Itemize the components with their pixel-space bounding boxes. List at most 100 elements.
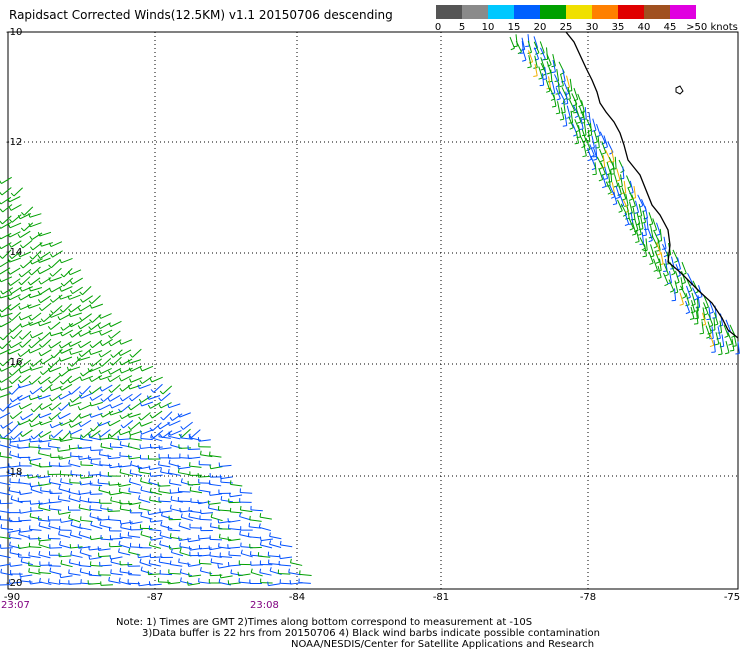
wind-barb (109, 374, 121, 383)
wind-barb-tick (671, 272, 676, 276)
wind-barb (41, 338, 52, 348)
wind-barb-tick (117, 482, 120, 487)
wind-barb (80, 322, 91, 330)
wind-barb (138, 507, 151, 512)
wind-barb-tick (138, 467, 141, 473)
wind-barb-tick (68, 342, 71, 347)
wind-barb (89, 366, 101, 373)
wind-barb-tick (79, 394, 82, 399)
wind-barb (0, 393, 11, 398)
wind-barb-tick (199, 566, 202, 572)
wind-barb-tick (68, 569, 70, 574)
wind-barb (0, 312, 13, 318)
wind-barb-tick (551, 105, 557, 108)
wind-barb (198, 439, 211, 442)
wind-barb-tick (28, 456, 30, 461)
wind-barb-tick (7, 270, 11, 275)
wind-barb (0, 502, 13, 505)
wind-barb (21, 268, 32, 278)
wind-barb (23, 206, 34, 216)
wind-barb (119, 571, 132, 575)
wind-barb (42, 366, 53, 376)
lon-label: -84 (288, 592, 306, 603)
wind-barb (669, 271, 672, 284)
map-title: Rapidsact Corrected Winds(12.5KM) v1.1 2… (9, 8, 393, 22)
wind-barb-tick (68, 402, 71, 407)
wind-barb (129, 384, 142, 390)
wind-barb (650, 225, 654, 238)
wind-barb (71, 357, 81, 367)
wind-barb (592, 118, 597, 131)
lat-label: -18 (6, 467, 23, 478)
wind-barb (637, 194, 644, 206)
wind-barb (0, 222, 12, 229)
wind-barb-tick (168, 459, 171, 464)
wind-barb (70, 554, 83, 558)
wind-barb (653, 258, 658, 271)
wind-barb (22, 413, 34, 421)
wind-barb (636, 212, 641, 225)
wind-barb (91, 295, 101, 304)
wind-barb (13, 430, 23, 440)
wind-barb-tick (628, 223, 634, 225)
wind-barb-tick (19, 433, 23, 437)
wind-barb (90, 484, 103, 487)
wind-barb (208, 507, 221, 512)
wind-barb-tick (17, 544, 20, 549)
wind-barb (111, 428, 122, 438)
wind-barb (634, 218, 639, 231)
wind-barb-tick (0, 379, 2, 383)
wind-barb (10, 498, 23, 504)
wind-barb-tick (655, 261, 660, 264)
wind-barb (80, 519, 93, 523)
wind-barb-tick (148, 541, 151, 546)
wind-barb-tick (129, 519, 132, 525)
wind-barb (100, 507, 113, 511)
wind-barb-tick (670, 267, 675, 270)
wind-barb (178, 491, 191, 493)
wind-barb-tick (187, 562, 190, 567)
wind-barb-tick (59, 380, 64, 385)
wind-barb-tick (37, 395, 40, 400)
wind-barb (690, 306, 695, 319)
wind-barb-tick (40, 388, 44, 393)
wind-barb (81, 385, 91, 395)
wind-barb-tick (59, 309, 64, 313)
wind-barb-tick (127, 385, 131, 390)
wind-barb (152, 422, 162, 432)
wind-barb-tick (555, 112, 560, 115)
wind-barb (584, 107, 587, 120)
wind-barb (248, 536, 261, 539)
wind-barb (69, 269, 82, 276)
wind-barb-tick (8, 533, 11, 538)
wind-barb-tick (8, 486, 11, 491)
wind-barb (687, 273, 694, 285)
wind-barb-tick (209, 522, 212, 527)
wind-barb (138, 583, 151, 587)
wind-barb (60, 474, 73, 476)
wind-barb (79, 404, 92, 411)
wind-barb (705, 325, 711, 338)
wind-barb-tick (188, 512, 191, 518)
wind-barb-tick (128, 487, 130, 492)
wind-barb-tick (148, 465, 151, 470)
wind-barb-tick (146, 395, 150, 400)
wind-barb (60, 294, 72, 300)
wind-barb-tick (89, 512, 92, 517)
wind-barb-tick (59, 332, 63, 337)
wind-barb (260, 544, 273, 549)
wind-barb-tick (18, 281, 22, 286)
wind-barb (546, 53, 552, 65)
wind-barb (160, 392, 171, 402)
wind-barb (140, 412, 151, 421)
wind-barb (160, 471, 173, 475)
wind-barb (128, 574, 141, 576)
wind-barb (685, 300, 691, 313)
wind-barb (0, 276, 13, 283)
wind-barbs-coastal-swath (509, 34, 740, 356)
wind-barb (89, 508, 102, 512)
wind-barb-tick (617, 193, 622, 196)
wind-barb (13, 187, 23, 197)
wind-barb (53, 348, 63, 359)
wind-barb-tick (97, 406, 100, 411)
